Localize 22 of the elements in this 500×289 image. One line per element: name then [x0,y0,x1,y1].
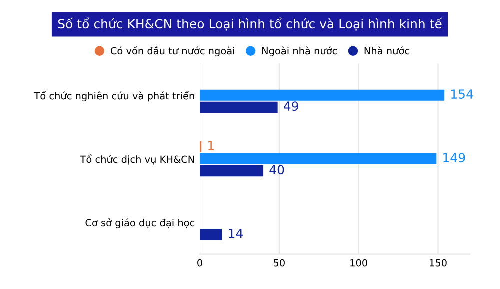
y-tick-label: Tổ chức nghiên cứu và phát triển [34,91,194,102]
data-label: 149 [444,153,466,163]
y-tick-label: Cơ sở giáo dục đại học [86,218,195,228]
x-tick-label: 0 [198,259,202,267]
x-tick-label: 150 [430,259,447,267]
bar [200,165,264,177]
data-label: 154 [452,90,474,99]
bar [200,153,437,165]
bar [200,229,222,240]
data-label: 49 [284,102,298,112]
data-label: 40 [270,165,284,175]
data-label: 14 [229,228,243,238]
x-tick-label: 100 [350,259,368,267]
bar [200,90,445,101]
chart-title: Số tổ chức KH&CN theo Loại hình tổ chức và Loại hình kinh tế [58,18,442,31]
y-tick-label: Tổ chức dịch vụ KH&CN [80,154,194,165]
legend-label: Ngoài nhà nước [262,46,338,57]
data-label: 1 [208,141,214,150]
legend-label: Có vốn đầu tư nước ngoài [110,46,234,57]
legend-label: Nhà nước [364,46,410,55]
bar [200,102,278,114]
x-tick-label: 50 [274,259,285,267]
